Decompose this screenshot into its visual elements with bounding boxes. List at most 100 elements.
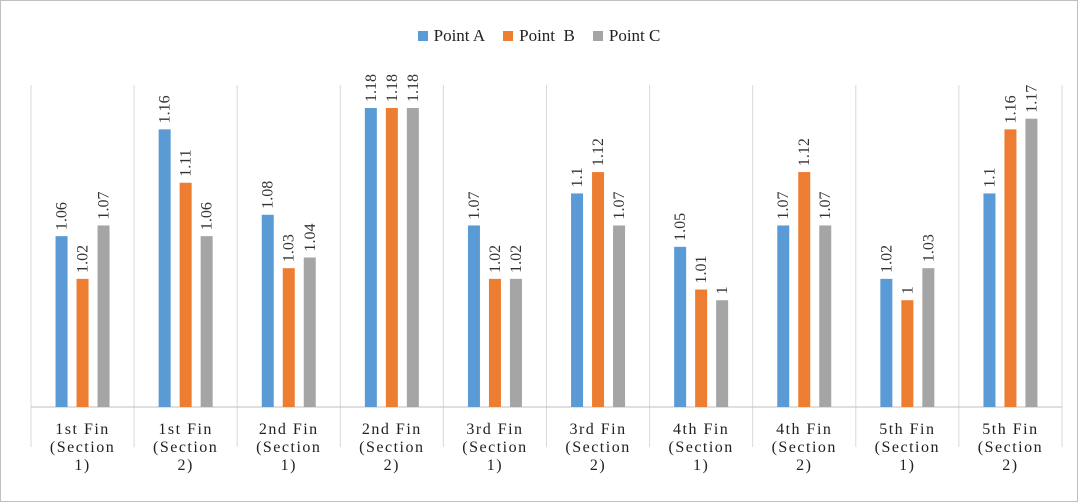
bar [467,225,480,407]
bar [613,225,626,407]
chart-legend: Point A Point B Point C [0,26,1078,46]
x-tick-label: (Section [359,439,424,456]
x-tick-label: 2nd Fin [259,421,319,438]
data-label: 1.03 [920,234,937,262]
x-tick-label: (Section [875,439,940,456]
data-label: 1.11 [178,149,195,176]
legend-item-point-a: Point A [417,26,486,46]
legend-swatch-point-c [592,31,603,41]
bar [880,278,893,407]
x-tick-label: 3rd Fin [569,421,626,438]
data-label: 1.07 [466,191,483,219]
x-tick-label: 1) [693,457,709,474]
bar [592,172,605,407]
data-label: 1.18 [363,74,380,102]
bar [798,172,811,407]
data-label: 1.02 [75,245,92,273]
x-tick-label: (Section [462,439,527,456]
x-tick-label: (Section [978,439,1043,456]
legend-item-point-c: Point C [592,26,661,46]
x-tick-label: 5th Fin [982,421,1038,438]
bar [97,225,110,407]
data-label: 1.06 [54,202,71,230]
data-label: 1.07 [611,191,628,219]
bar [901,300,914,407]
x-tick-label: 4th Fin [776,421,832,438]
legend-label-point-c: Point C [608,26,661,45]
bar [695,289,708,407]
x-tick-label: 3rd Fin [466,421,523,438]
bar [819,225,832,407]
x-tick-label: 1) [281,457,297,474]
data-label: 1.17 [1023,85,1040,113]
bar [303,257,316,407]
x-tick-label: (Section [256,439,321,456]
legend-swatch-point-a [417,31,428,41]
bar [1025,118,1038,407]
data-label: 1.02 [878,245,895,273]
bar [282,268,295,407]
bar [983,193,996,407]
x-tick-label: 2) [384,457,400,474]
bar [364,108,377,407]
bar [179,182,192,407]
data-label: 1.1 [569,167,586,187]
bar [674,246,687,407]
bar [922,268,935,407]
bar [76,278,89,407]
x-tick-label: (Section [153,439,218,456]
bar [200,236,213,407]
bar [777,225,790,407]
data-label: 1.04 [302,224,319,252]
data-label: 1.06 [199,202,216,230]
bar [1004,129,1017,407]
data-label: 1.01 [693,256,710,284]
x-tick-label: 1st Fin [55,421,110,438]
data-label: 1.12 [796,138,813,166]
data-label: 1.16 [157,95,174,123]
x-tick-label: 2nd Fin [362,421,422,438]
data-label: 1.07 [817,191,834,219]
data-label: 1.05 [672,213,689,241]
data-label: 1.18 [384,74,401,102]
x-tick-label: 2) [177,457,193,474]
legend-label-point-a: Point A [433,26,486,45]
x-tick-label: 1) [899,457,915,474]
bar [571,193,584,407]
bar [55,236,68,407]
data-label: 1 [899,286,916,294]
x-tick-label: (Section [772,439,837,456]
x-tick-label: 4th Fin [673,421,729,438]
data-label: 1.07 [775,191,792,219]
bar [406,108,419,407]
bar [261,214,274,407]
data-label: 1.03 [281,234,298,262]
legend-swatch-point-b [503,31,514,41]
x-tick-label: (Section [565,439,630,456]
data-label: 1.02 [508,245,525,273]
data-label: 1.08 [260,181,277,209]
x-tick-label: 2) [1002,457,1018,474]
data-label: 1.07 [96,191,113,219]
x-tick-label: (Section [50,439,115,456]
x-tick-label: 5th Fin [879,421,935,438]
data-label: 1 [714,286,731,294]
legend-item-point-b: Point B [503,26,575,46]
bar [158,129,171,407]
bar [509,278,522,407]
legend-label-point-b: Point B [519,26,575,45]
bar [716,300,729,407]
x-tick-label: 2) [590,457,606,474]
bar [488,278,501,407]
data-label: 1.16 [1002,95,1019,123]
x-tick-label: (Section [668,439,733,456]
x-tick-label: 1st Fin [158,421,213,438]
data-label: 1.12 [590,138,607,166]
data-label: 1.02 [487,245,504,273]
x-tick-label: 1) [487,457,503,474]
bar [385,108,398,407]
x-tick-label: 1) [74,457,90,474]
data-label: 1.1 [981,167,998,187]
data-label: 1.18 [405,74,422,102]
